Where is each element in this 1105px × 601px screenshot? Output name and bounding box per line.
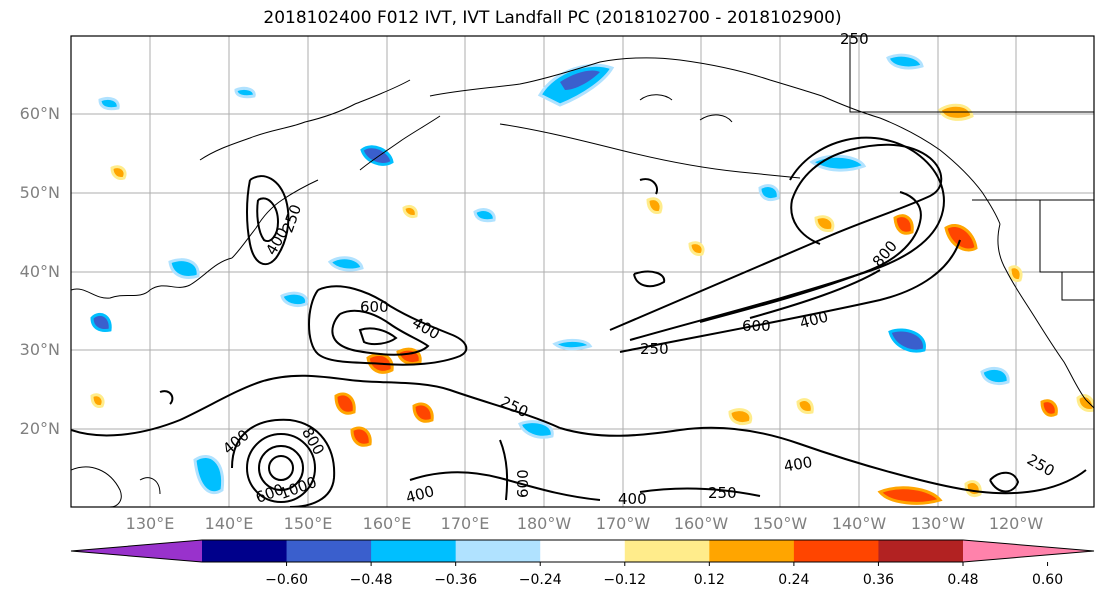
lat-label: 20°N (19, 419, 60, 438)
colorbar-outline (70, 539, 1095, 563)
contour-label: 250 (708, 484, 737, 502)
colorbar-tick-label: 0.60 (1031, 572, 1064, 588)
colorbar-tick-label: −0.24 (518, 572, 562, 588)
colorbar-segment (878, 540, 964, 562)
colorbar-tick-label: 0.12 (693, 572, 725, 588)
colorbar-segment (455, 540, 541, 562)
contour-label: 250 (840, 30, 869, 48)
colorbar-segment (286, 540, 372, 562)
lat-label: 40°N (19, 262, 60, 281)
contour-label: 250 (640, 340, 669, 358)
lat-label: 50°N (19, 183, 60, 202)
lon-label: 170°W (595, 514, 651, 533)
colorbar-segment (709, 540, 795, 562)
contour-label: 400 (782, 453, 813, 476)
colorbar-tick-label: 0.36 (862, 572, 895, 588)
coastlines (71, 36, 1094, 507)
lon-label: 140°E (204, 514, 254, 533)
contour-label: 600 (514, 469, 532, 498)
map-title: 2018102400 F012 IVT, IVT Landfall PC (20… (263, 8, 842, 28)
lon-label: 180°W (516, 514, 572, 533)
colorbar-extend-low (71, 540, 202, 562)
ivt-contours (71, 136, 1087, 507)
colorbar (70, 539, 1095, 566)
lon-label: 160°E (362, 514, 412, 533)
colorbar-segment (202, 540, 288, 562)
colorbar-tick-label: −0.48 (349, 572, 393, 588)
lat-label: 30°N (19, 340, 60, 359)
lon-label: 160°W (673, 514, 729, 533)
map-area (71, 36, 1094, 507)
lon-label: 170°E (440, 514, 490, 533)
pc-fill-patches (90, 53, 1094, 505)
lon-label: 150°E (283, 514, 333, 533)
colorbar-extend-high (963, 540, 1094, 562)
lon-label: 130°W (910, 514, 966, 533)
colorbar-segment (793, 540, 879, 562)
colorbar-segment (624, 540, 710, 562)
lat-label: 60°N (19, 104, 60, 123)
colorbar-segment (371, 540, 457, 562)
lon-label: 150°W (752, 514, 808, 533)
lon-label: 140°W (831, 514, 887, 533)
contour-label: 600 (742, 317, 771, 335)
contour-label: 600 (360, 298, 389, 316)
colorbar-tick-label: −0.12 (603, 572, 647, 588)
colorbar-tick-label: −0.60 (265, 572, 308, 588)
colorbar-tick-label: −0.36 (434, 572, 478, 588)
colorbar-tick-label: 0.48 (947, 572, 979, 588)
lon-label: 120°W (988, 514, 1044, 533)
map-frame (70, 35, 1095, 508)
contour-label: 400 (618, 490, 647, 508)
lon-label: 130°E (125, 514, 175, 533)
colorbar-tick-label: 0.24 (778, 572, 810, 588)
colorbar-segment (540, 540, 626, 562)
